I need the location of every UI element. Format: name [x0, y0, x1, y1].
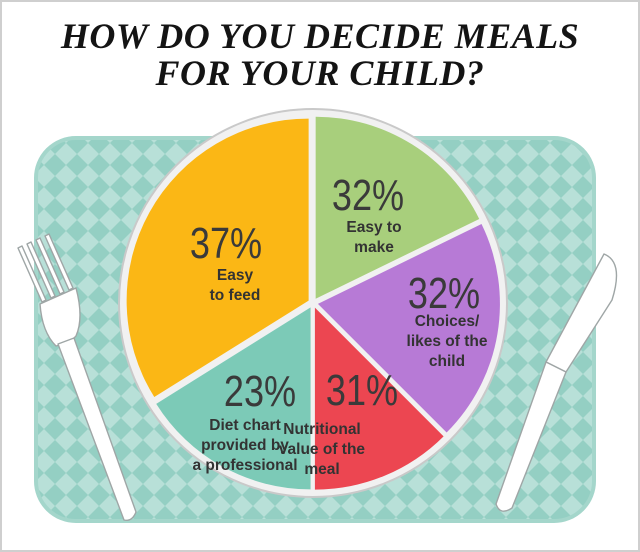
slice-value-label: 31% — [326, 366, 398, 415]
fork-icon — [17, 233, 137, 522]
slice-category-label: value of the — [279, 441, 366, 458]
slice-category-label: Diet chart — [209, 417, 281, 434]
slice-category-label: meal — [304, 461, 339, 478]
pie-slice — [156, 307, 311, 490]
slice-category-label: likes of the — [407, 333, 488, 350]
slice-category-label: Choices/ — [415, 313, 480, 330]
pie-slices — [126, 116, 500, 490]
slice-value-label: 32% — [408, 269, 480, 318]
slice-category-label: a professional — [192, 457, 297, 474]
chart-title: HOW DO YOU DECIDE MEALS FOR YOUR CHILD? — [0, 18, 640, 92]
slice-category-label: make — [354, 239, 394, 256]
pie-slice — [126, 118, 309, 398]
slice-category-label: to feed — [210, 287, 261, 304]
slice-category-label: Nutritional — [283, 421, 361, 438]
slice-value-label: 37% — [190, 219, 262, 268]
title-line-1: HOW DO YOU DECIDE MEALS — [60, 16, 580, 56]
slice-category-label: Easy to — [346, 219, 401, 236]
slice-value-label: 32% — [332, 171, 404, 220]
slice-category-label: Easy — [217, 267, 254, 284]
pie-slice — [314, 307, 444, 490]
pie-slice — [315, 116, 480, 299]
knife-icon — [495, 253, 618, 512]
slice-category-label: provided by — [201, 437, 289, 454]
pie-slice — [317, 224, 500, 433]
title-line-2: FOR YOUR CHILD? — [155, 53, 485, 93]
slice-category-label: child — [429, 353, 465, 370]
slice-value-label: 23% — [224, 367, 296, 416]
